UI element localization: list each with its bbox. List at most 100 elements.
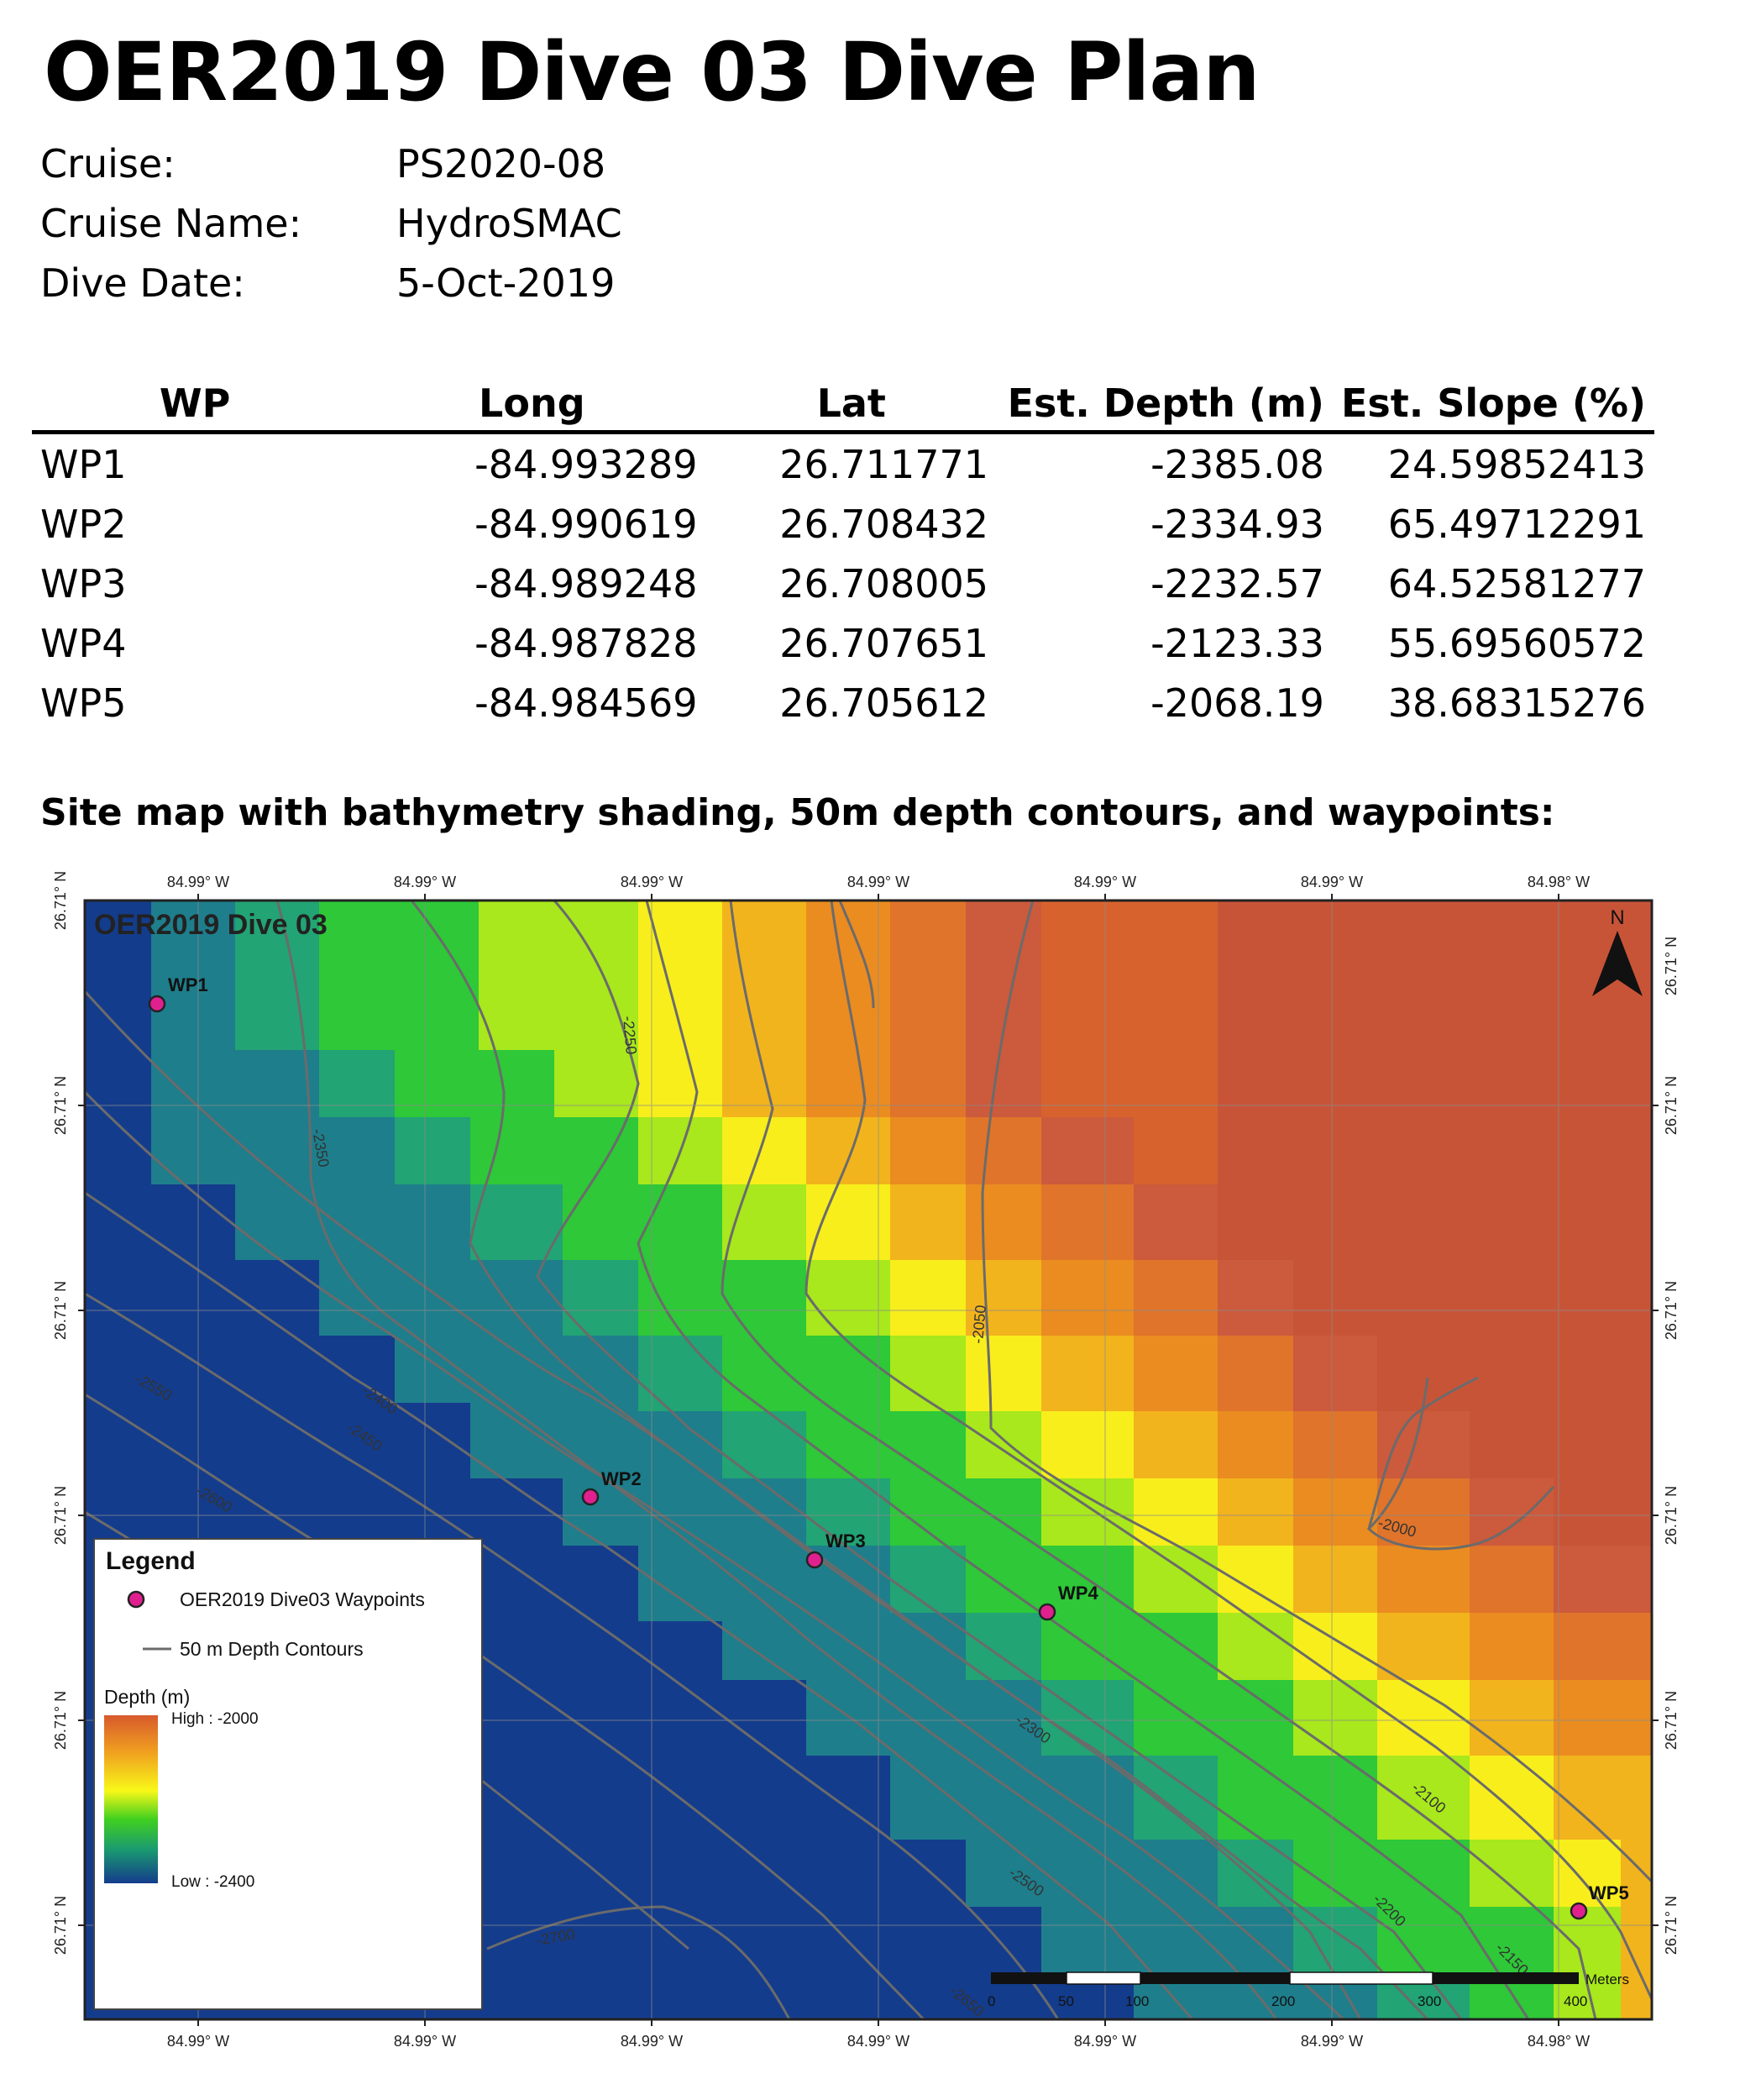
- legend-waypoints-label: OER2019 Dive03 Waypoints: [180, 1588, 425, 1610]
- table-row: WP2 -84.990619 26.708432 -2334.93 65.497…: [32, 494, 1654, 554]
- info-value: 5-Oct-2019: [396, 260, 616, 306]
- map-heading: Site map with bathymetry shading, 50m de…: [40, 791, 1555, 834]
- cell-long: -84.987828: [474, 620, 698, 666]
- tick-right: 26.71° N: [1663, 1486, 1680, 1545]
- cell-slope: 64.52581277: [1387, 560, 1646, 606]
- scale-unit: Meters: [1585, 1971, 1629, 1987]
- waypoint-label: WP1: [168, 974, 208, 995]
- contour-label: -2050: [969, 1305, 989, 1345]
- tick-bottom: 84.99° W: [1074, 2033, 1136, 2050]
- waypoint-marker: [148, 995, 166, 1013]
- cell-wp: WP1: [40, 441, 127, 487]
- cell-lat: 26.705612: [779, 680, 989, 726]
- waypoint-marker: [1570, 1902, 1588, 1920]
- tick-bottom: 84.98° W: [1528, 2033, 1590, 2050]
- depth-contours: [85, 900, 1652, 2019]
- tick-left: 26.71° N: [52, 1076, 69, 1135]
- cell-depth: -2232.57: [1150, 560, 1324, 606]
- tick-bottom: 84.99° W: [847, 2033, 909, 2050]
- scale-bar: Meters 0 50 100 200 300 400: [988, 1971, 1629, 2009]
- cell-depth: -2385.08: [1150, 441, 1324, 487]
- cell-long: -84.993289: [474, 441, 698, 487]
- table-row: WP4 -84.987828 26.707651 -2123.33 55.695…: [32, 613, 1654, 673]
- tick-marks: [78, 894, 1659, 2026]
- tick-top: 84.99° W: [621, 874, 683, 890]
- cell-slope: 24.59852413: [1387, 441, 1646, 487]
- site-map: -2350 -2250 -2050 -2000 -2550 -2400 -245…: [52, 871, 1680, 2050]
- tick-right: 26.71° N: [1663, 1281, 1680, 1340]
- table-row: WP5 -84.984569 26.705612 -2068.19 38.683…: [32, 673, 1654, 732]
- page-title: OER2019 Dive 03 Dive Plan: [44, 25, 1260, 119]
- cell-long: -84.984569: [474, 680, 698, 726]
- north-label: N: [1610, 906, 1624, 929]
- cell-lat: 26.708005: [779, 560, 989, 606]
- cell-slope: 38.68315276: [1387, 680, 1646, 726]
- info-key: Cruise Name:: [40, 201, 302, 246]
- tick-top: 84.99° W: [394, 874, 456, 890]
- north-arrow: N: [1592, 906, 1643, 996]
- contour-label: -2250: [620, 1016, 640, 1056]
- tick-right: 26.71° N: [1663, 1896, 1680, 1955]
- cell-depth: -2334.93: [1150, 501, 1324, 547]
- waypoint-table: WP Long Lat Est. Depth (m) Est. Slope (%…: [32, 376, 1654, 732]
- info-key: Dive Date:: [40, 260, 245, 306]
- cell-lat: 26.711771: [779, 441, 989, 487]
- waypoint-marker: [1038, 1603, 1056, 1621]
- axis-ticks: 84.99° W 84.99° W 84.99° W 84.99° W 84.9…: [52, 871, 1680, 2050]
- info-key: Cruise:: [40, 141, 176, 186]
- cell-wp: WP3: [40, 560, 127, 606]
- tick-left: 26.71° N: [52, 1691, 69, 1750]
- tick-bottom: 84.99° W: [621, 2033, 683, 2050]
- tick-top: 84.99° W: [167, 874, 229, 890]
- cell-slope: 65.49712291: [1387, 501, 1646, 547]
- waypoints: WP1 WP2 WP3 WP4 WP5: [148, 974, 1629, 1920]
- waypoint-label: WP5: [1589, 1882, 1629, 1903]
- cell-slope: 55.69560572: [1387, 620, 1646, 666]
- tick-left: 26.71° N: [52, 1896, 69, 1955]
- legend-high: High : -2000: [171, 1710, 259, 1728]
- legend-waypoint-marker: [127, 1590, 145, 1609]
- tick-bottom: 84.99° W: [1301, 2033, 1363, 2050]
- tick-left: 26.71° N: [52, 1486, 69, 1545]
- legend-title: Legend: [106, 1547, 196, 1575]
- waypoint-label: WP3: [825, 1530, 866, 1551]
- cell-lat: 26.708432: [779, 501, 989, 547]
- legend-depth-ramp: [104, 1715, 158, 1883]
- scale-label: 50: [1058, 1993, 1074, 2009]
- waypoint-marker: [805, 1551, 824, 1569]
- info-value: HydroSMAC: [396, 201, 622, 246]
- tick-right: 26.71° N: [1663, 1691, 1680, 1750]
- cell-wp: WP5: [40, 680, 127, 726]
- column-header-slope: Est. Slope (%): [1332, 376, 1654, 434]
- cell-lat: 26.707651: [779, 620, 989, 666]
- scale-label: 0: [988, 1993, 995, 2009]
- tick-top: 84.98° W: [1528, 874, 1590, 890]
- scale-label: 200: [1271, 1993, 1295, 2009]
- tick-bottom: 84.99° W: [167, 2033, 229, 2050]
- legend-depth-title: Depth (m): [104, 1686, 190, 1708]
- waypoint-label: WP2: [601, 1468, 642, 1489]
- scale-label: 100: [1125, 1993, 1149, 2009]
- table-row: WP1 -84.993289 26.711771 -2385.08 24.598…: [32, 433, 1654, 495]
- legend: Legend OER2019 Dive03 Waypoints 50 m Dep…: [93, 1538, 483, 2010]
- tick-left: 26.71° N: [52, 871, 69, 930]
- cell-long: -84.989248: [474, 560, 698, 606]
- table-row: WP3 -84.989248 26.708005 -2232.57 64.525…: [32, 554, 1654, 613]
- cell-long: -84.990619: [474, 501, 698, 547]
- cell-depth: -2068.19: [1150, 680, 1324, 726]
- map-title: OER2019 Dive 03: [94, 909, 328, 941]
- waypoint-marker: [581, 1488, 600, 1506]
- tick-bottom: 84.99° W: [394, 2033, 456, 2050]
- tick-left: 26.71° N: [52, 1281, 69, 1340]
- legend-low: Low : -2400: [171, 1873, 254, 1891]
- cell-wp: WP2: [40, 501, 127, 547]
- tick-top: 84.99° W: [1301, 874, 1363, 890]
- scale-label: 300: [1418, 1993, 1441, 2009]
- column-header-long: Long: [358, 376, 706, 434]
- scale-label: 400: [1564, 1993, 1587, 2009]
- tick-right: 26.71° N: [1663, 1076, 1680, 1135]
- cell-depth: -2123.33: [1150, 620, 1324, 666]
- column-header-depth: Est. Depth (m): [997, 376, 1333, 434]
- cell-wp: WP4: [40, 620, 127, 666]
- waypoint-label: WP4: [1058, 1583, 1098, 1604]
